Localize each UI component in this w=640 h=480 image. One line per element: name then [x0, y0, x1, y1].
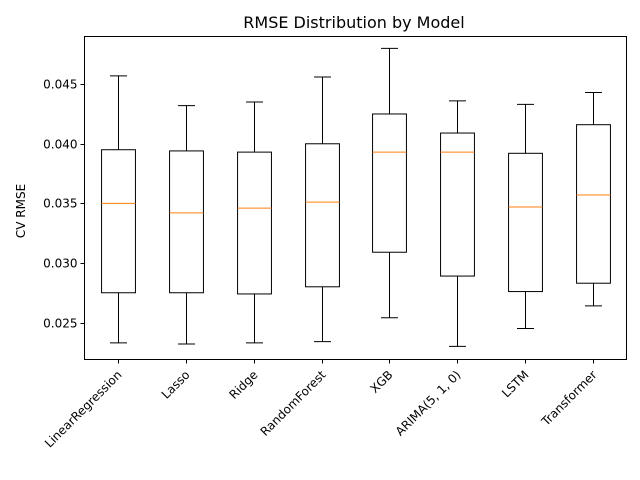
- box-transformer: [576, 92, 611, 307]
- y-tick-label: 0.035: [43, 197, 77, 211]
- iqr-box: [508, 152, 543, 293]
- iqr-box: [372, 113, 407, 253]
- x-tick-label: LSTM: [499, 368, 532, 401]
- x-tick-label: RandomForest: [258, 368, 329, 439]
- chart-title: RMSE Distribution by Model: [243, 13, 464, 32]
- y-tick-label: 0.040: [43, 138, 77, 152]
- iqr-box: [101, 149, 136, 294]
- x-tick-label: Ridge: [226, 368, 260, 402]
- y-tick-label: 0.045: [43, 78, 77, 92]
- y-axis-label: CV RMSE: [14, 184, 28, 238]
- box-xgb: [372, 47, 407, 319]
- x-tick-label: Lasso: [159, 368, 193, 402]
- box-randomforest: [305, 76, 340, 343]
- y-axis: 0.025 0.030 0.035 0.040 0.045: [43, 78, 85, 331]
- x-tick-label: Transformer: [538, 368, 600, 430]
- box-arima-5-1-0: [440, 100, 475, 347]
- y-tick-label: 0.025: [43, 317, 77, 331]
- iqr-box: [169, 150, 204, 294]
- plot-area: [101, 47, 611, 347]
- plot-frame: [84, 36, 627, 360]
- iqr-box: [440, 132, 475, 277]
- iqr-box: [576, 124, 611, 284]
- iqr-box: [237, 151, 272, 295]
- iqr-box: [305, 143, 340, 288]
- x-tick-label: LinearRegression: [42, 368, 125, 451]
- box-ridge: [237, 101, 272, 344]
- box-lstm: [508, 103, 543, 330]
- y-tick-label: 0.030: [43, 257, 77, 271]
- x-tick-label: XGB: [368, 368, 396, 396]
- box-lasso: [169, 105, 204, 345]
- box-linearregression: [101, 75, 136, 344]
- x-tick-label: ARIMA(5, 1, 0): [393, 368, 464, 439]
